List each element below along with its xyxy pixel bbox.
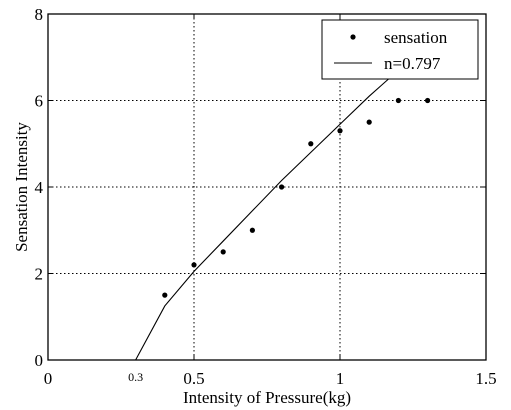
data-point-sensation <box>279 184 285 190</box>
y-axis-label: Sensation Intensity <box>12 122 31 252</box>
data-point-sensation <box>337 128 343 134</box>
x-ticks: 0 0.3 0.5 1 1.5 <box>44 14 497 388</box>
y-tick-label: 2 <box>35 265 44 284</box>
legend-box <box>321 19 479 80</box>
data-point-sensation <box>308 141 314 147</box>
x-tick-label: 0.5 <box>183 369 204 388</box>
data-point-sensation <box>191 262 197 268</box>
x-tick-label: 1 <box>336 369 345 388</box>
x-axis-label: Intensity of Pressure(kg) <box>183 388 351 407</box>
data-point-sensation <box>425 97 431 104</box>
y-tick-label: 4 <box>35 178 44 197</box>
data-point-sensation <box>366 119 372 125</box>
x-tick-label: 1.5 <box>475 369 496 388</box>
series-line <box>135 43 428 361</box>
x-tick-label: 0.3 <box>128 370 143 384</box>
y-tick-label: 6 <box>35 92 44 111</box>
series-points <box>162 97 431 298</box>
data-point-sensation <box>249 227 255 233</box>
y-ticks: 0 2 4 6 8 <box>35 5 486 370</box>
legend-label-fit: n=0.797 <box>384 54 441 73</box>
y-tick-label: 8 <box>35 5 44 24</box>
data-point-sensation <box>220 249 226 255</box>
grid <box>48 14 486 360</box>
y-tick-label: 0 <box>35 351 44 370</box>
legend-label-sensation: sensation <box>384 28 448 47</box>
legend-marker-sensation <box>350 34 356 40</box>
fit-line-n-0-797 <box>135 43 428 361</box>
data-point-sensation <box>395 97 401 104</box>
legend: sensation n=0.797 <box>321 19 479 80</box>
data-point-sensation <box>162 292 168 298</box>
x-tick-label: 0 <box>44 369 53 388</box>
